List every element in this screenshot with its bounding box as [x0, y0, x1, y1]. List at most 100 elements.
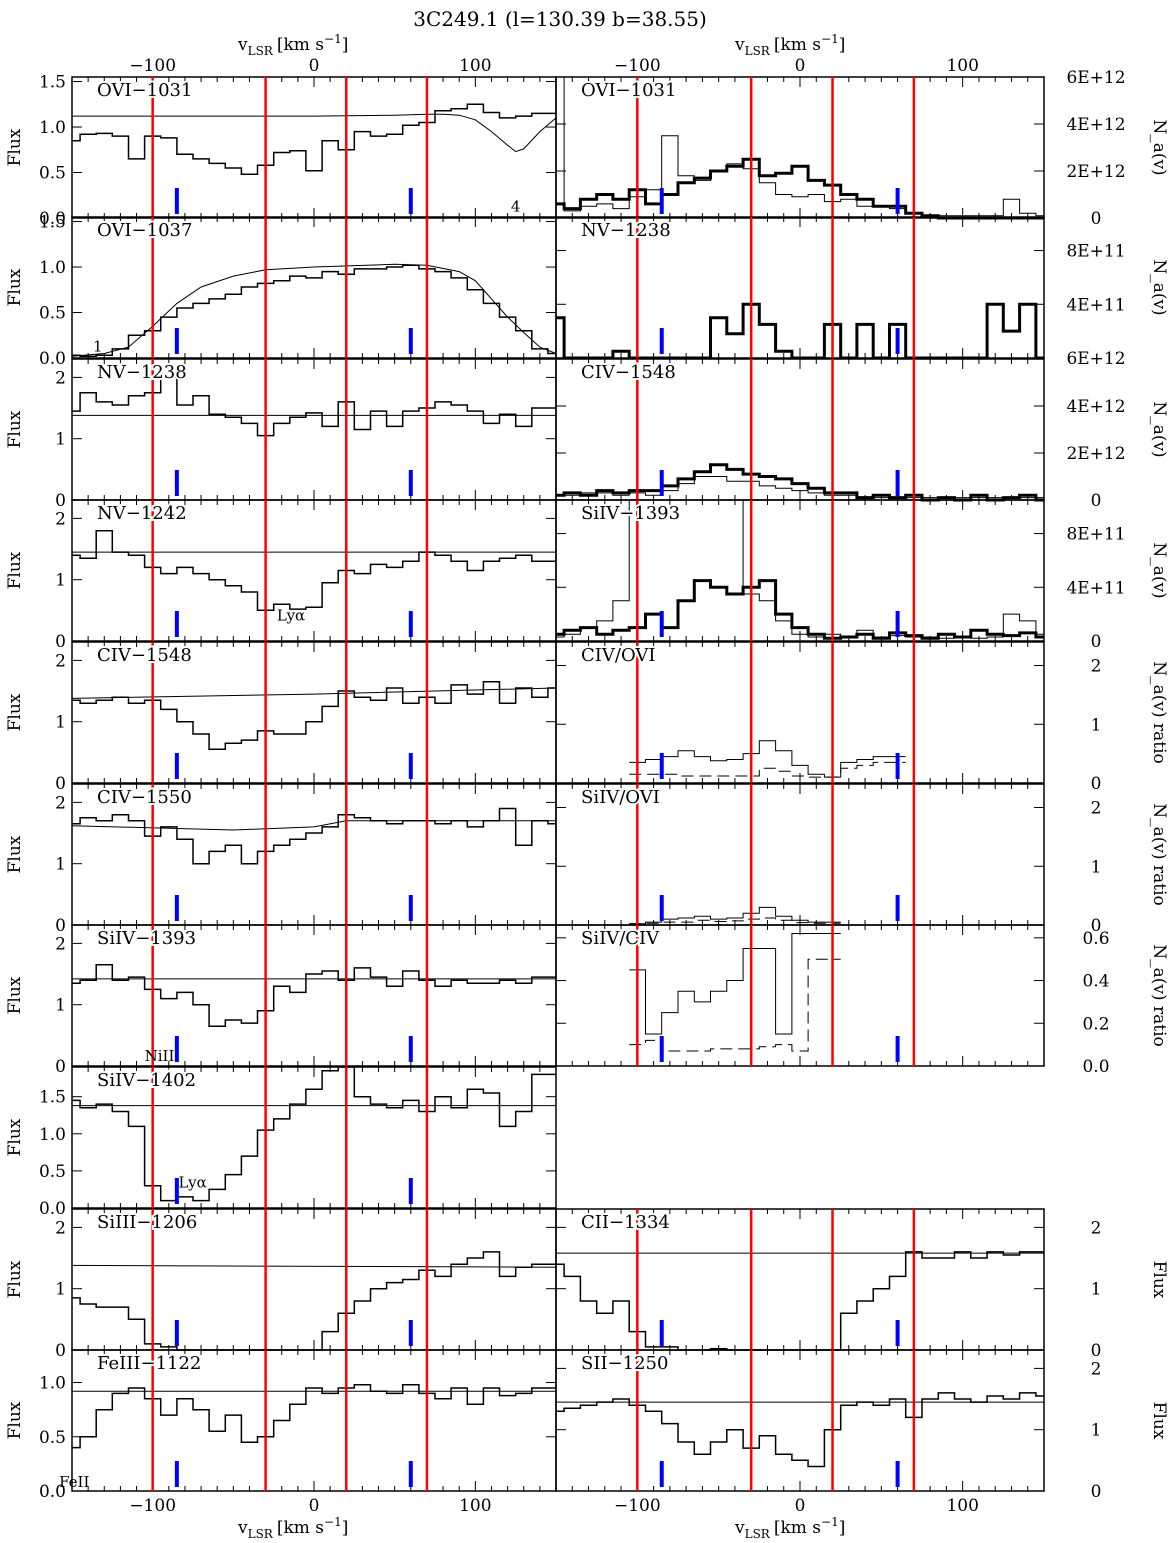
panel-label: SiIV−1393: [581, 503, 680, 524]
y-axis-label: N_a(v): [1149, 259, 1169, 315]
x-tick-label: −100: [129, 1496, 176, 1516]
y-tick-label: 0: [55, 491, 66, 511]
x-tick-label: 0: [309, 1496, 320, 1516]
fit-continuum-line: [71, 263, 557, 357]
panel-right-2: 0 2E+12 4E+12 N_a(v) CIV−1548: [555, 358, 1169, 511]
y-tick-label: 0.6: [1082, 929, 1109, 949]
data-series-0: [629, 933, 841, 1035]
data-series-0: [556, 1392, 1044, 1468]
bottom-axis-label-left: vLSR [km s−1]: [237, 1515, 348, 1541]
y-tick-label: 0.5: [39, 1428, 66, 1448]
y-tick-label: 1: [55, 855, 66, 875]
y-tick-label: 0: [1091, 491, 1102, 511]
x-tick-label: 0: [309, 56, 320, 76]
bottom-axis-label-right: vLSR [km s−1]: [734, 1515, 845, 1541]
data-series-1: [629, 761, 906, 778]
y-tick-label: 0: [55, 1057, 66, 1077]
data-series-1: [556, 579, 1044, 640]
y-tick-label: 0: [1091, 1341, 1102, 1361]
y-tick-label: 0: [1091, 209, 1102, 229]
panel-label: NV−1238: [97, 362, 187, 383]
data-series-0: [629, 740, 906, 778]
panel-label: NV−1238: [581, 220, 671, 241]
data-series-0: [556, 302, 1044, 360]
y-tick-label: 1: [55, 1280, 66, 1300]
y-tick-label: 4E+12: [1066, 397, 1125, 417]
x-tick-label: 0: [795, 1496, 806, 1516]
y-tick-label: 4E+11: [1066, 578, 1125, 598]
panel-left-9: 0.0 0.5 1.0 Flux FeIII−1122 FeII −100 0 100: [5, 1349, 557, 1516]
y-tick-label: 1: [55, 996, 66, 1016]
panel-right-5: 0 1 2 N_a(v) ratio SiIV/OVI: [555, 783, 1169, 936]
panel-label: CII−1334: [581, 1212, 670, 1233]
svg-text:vLSR[km s−1]: vLSR [km s−1]: [237, 32, 348, 58]
y-axis-label: N_a(v) ratio: [1149, 944, 1169, 1047]
y-tick-label: 1: [1091, 1280, 1102, 1300]
y-tick-label: 1: [1091, 715, 1102, 735]
panel-label: SiIV−1402: [97, 1070, 196, 1091]
x-tick-label: 100: [459, 1496, 491, 1516]
data-series-0: [72, 264, 556, 357]
top-axis-label-right: vLSR [km s−1]: [734, 32, 845, 58]
figure-title: 3C249.1 (l=130.39 b=38.55): [413, 7, 707, 31]
y-tick-label: 1.5: [39, 73, 66, 93]
y-tick-label: 2: [1091, 1359, 1102, 1379]
panel-left-6: 0 1 2 Flux SiIV−1393 NiII: [5, 924, 557, 1077]
y-tick-label: 2: [1091, 657, 1102, 677]
y-tick-label: 1: [55, 571, 66, 591]
panel-left-7: 0.0 0.5 1.0 1.5 Flux SiIV−1402 Lyα: [5, 1066, 557, 1219]
y-axis-label: N_a(v): [1149, 401, 1169, 457]
data-series-1: [629, 917, 841, 925]
x-tick-label: 0: [795, 56, 806, 76]
y-axis-label: Flux: [5, 1118, 25, 1156]
panel-label: SiIV/CIV: [581, 928, 660, 949]
annotation: FeII: [59, 1473, 89, 1491]
y-axis-label: Flux: [5, 551, 25, 589]
y-tick-label: 1.0: [39, 118, 66, 138]
x-tick-label: 100: [946, 56, 978, 76]
panel-right-3: 0 4E+11 8E+11 N_a(v) SiIV−1393: [555, 499, 1169, 652]
y-tick-label: 0.0: [39, 1199, 66, 1219]
panel-right-8: 0 1 2 Flux CII−1334: [555, 1208, 1169, 1361]
panel-label: CIV−1548: [97, 645, 192, 666]
y-tick-label: 2E+12: [1066, 444, 1125, 464]
y-tick-label: 2: [1091, 1218, 1102, 1238]
panel-left-5: 0 1 2 Flux CIV−1550: [5, 783, 557, 936]
data-series-0: [72, 964, 556, 1027]
y-axis-label: N_a(v): [1149, 542, 1169, 598]
panel-right-0: 0 2E+12 4E+12 6E+12 N_a(v) OVI−1031 −100 0 100: [555, 56, 1169, 229]
annotation: Lyα: [277, 607, 305, 625]
panel-label: SiIII−1206: [97, 1212, 197, 1233]
panel-label: SiIV/OVI: [581, 787, 660, 808]
y-tick-label: 2: [55, 934, 66, 954]
y-tick-label: 0.2: [1082, 1014, 1109, 1034]
y-axis-label: N_a(v) ratio: [1149, 661, 1169, 764]
x-tick-label: 100: [459, 56, 491, 76]
y-tick-label: 0.4: [1082, 972, 1109, 992]
data-series-0: [72, 1066, 556, 1202]
y-tick-label: 0: [1091, 632, 1102, 652]
fit-continuum-line: [71, 820, 556, 831]
panel-right-1: 6E+12 4E+11 8E+11 N_a(v) NV−1238: [555, 216, 1169, 369]
annotation: 1: [93, 337, 103, 355]
data-series-1: [556, 157, 1044, 220]
y-axis-label: Flux: [1149, 1261, 1169, 1299]
y-tick-label: 1: [1091, 857, 1102, 877]
y-tick-label: 0.5: [39, 164, 66, 184]
y-tick-label: 6E+12: [1066, 68, 1125, 88]
y-tick-label: 2E+12: [1066, 162, 1125, 182]
y-tick-label: 1.5: [39, 213, 66, 233]
panel-left-2: 0 1 2 Flux NV−1238: [5, 358, 557, 511]
y-tick-label: 1: [55, 430, 66, 450]
y-tick-label: 1.5: [39, 1088, 66, 1108]
panel-label: SiIV−1393: [97, 928, 196, 949]
y-axis-label: Flux: [5, 976, 25, 1014]
svg-text:vLSR[km s−1]: vLSR [km s−1]: [734, 32, 845, 58]
panel-right-6: 0.0 0.2 0.4 0.6 N_a(v) ratio SiIV/CIV: [555, 924, 1169, 1077]
y-tick-label: 0: [55, 774, 66, 794]
y-tick-label: 8E+11: [1066, 242, 1125, 262]
panel-label: OVI−1031: [581, 80, 676, 101]
y-axis-label: N_a(v): [1149, 119, 1169, 175]
data-series-0: [72, 529, 556, 612]
